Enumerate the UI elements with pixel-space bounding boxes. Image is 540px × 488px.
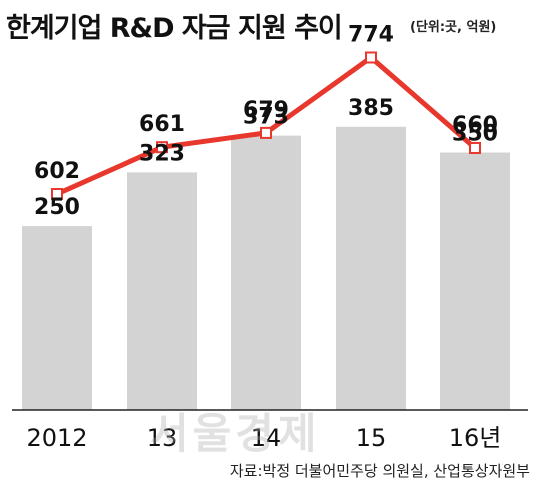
unit-note: (단위:곳, 억원) [410,20,497,35]
bar-4 [440,152,510,411]
bars-layer [22,126,510,411]
bar-value-label-4: 350 [452,122,498,147]
x-tick-label-1: 13 [147,424,178,452]
x-tick-label-4: 16년 [449,424,502,452]
bar-0 [22,226,92,410]
line-point-0 [51,188,63,200]
line-layer [51,51,481,200]
chart-title: 한계기업 R&D 자금 지원 추이 [6,13,343,44]
x-tick-label-2: 14 [251,424,282,452]
bar-value-label-3: 385 [348,96,394,121]
line-value-label-1: 661 [139,112,185,137]
x-axis: 2012 13 14 15 16년 [12,409,528,452]
source-note: 자료:박정 더불어민주당 의원실, 산업통상자원부 [229,462,530,480]
bar-3 [336,126,406,410]
bar-value-label-0: 250 [34,195,80,220]
line-point-3 [365,51,377,64]
line-point-2 [260,126,272,139]
bar-2 [231,135,301,410]
bar-value-label-2: 373 [243,105,289,130]
line-value-label-3: 774 [348,23,394,48]
line-point-1 [156,141,168,154]
labels-layer: 250 323 373 385 350 602 661 679 774 660 [34,23,498,221]
bar-1 [127,172,197,410]
line-point-4 [469,141,481,154]
line-value-label-2: 679 [243,98,289,123]
line-value-label-4: 660 [452,113,498,138]
bar-value-label-1: 323 [139,141,185,166]
line-value-label-0: 602 [34,159,80,184]
x-tick-label-0: 2012 [26,424,87,452]
x-tick-label-3: 15 [356,424,387,452]
